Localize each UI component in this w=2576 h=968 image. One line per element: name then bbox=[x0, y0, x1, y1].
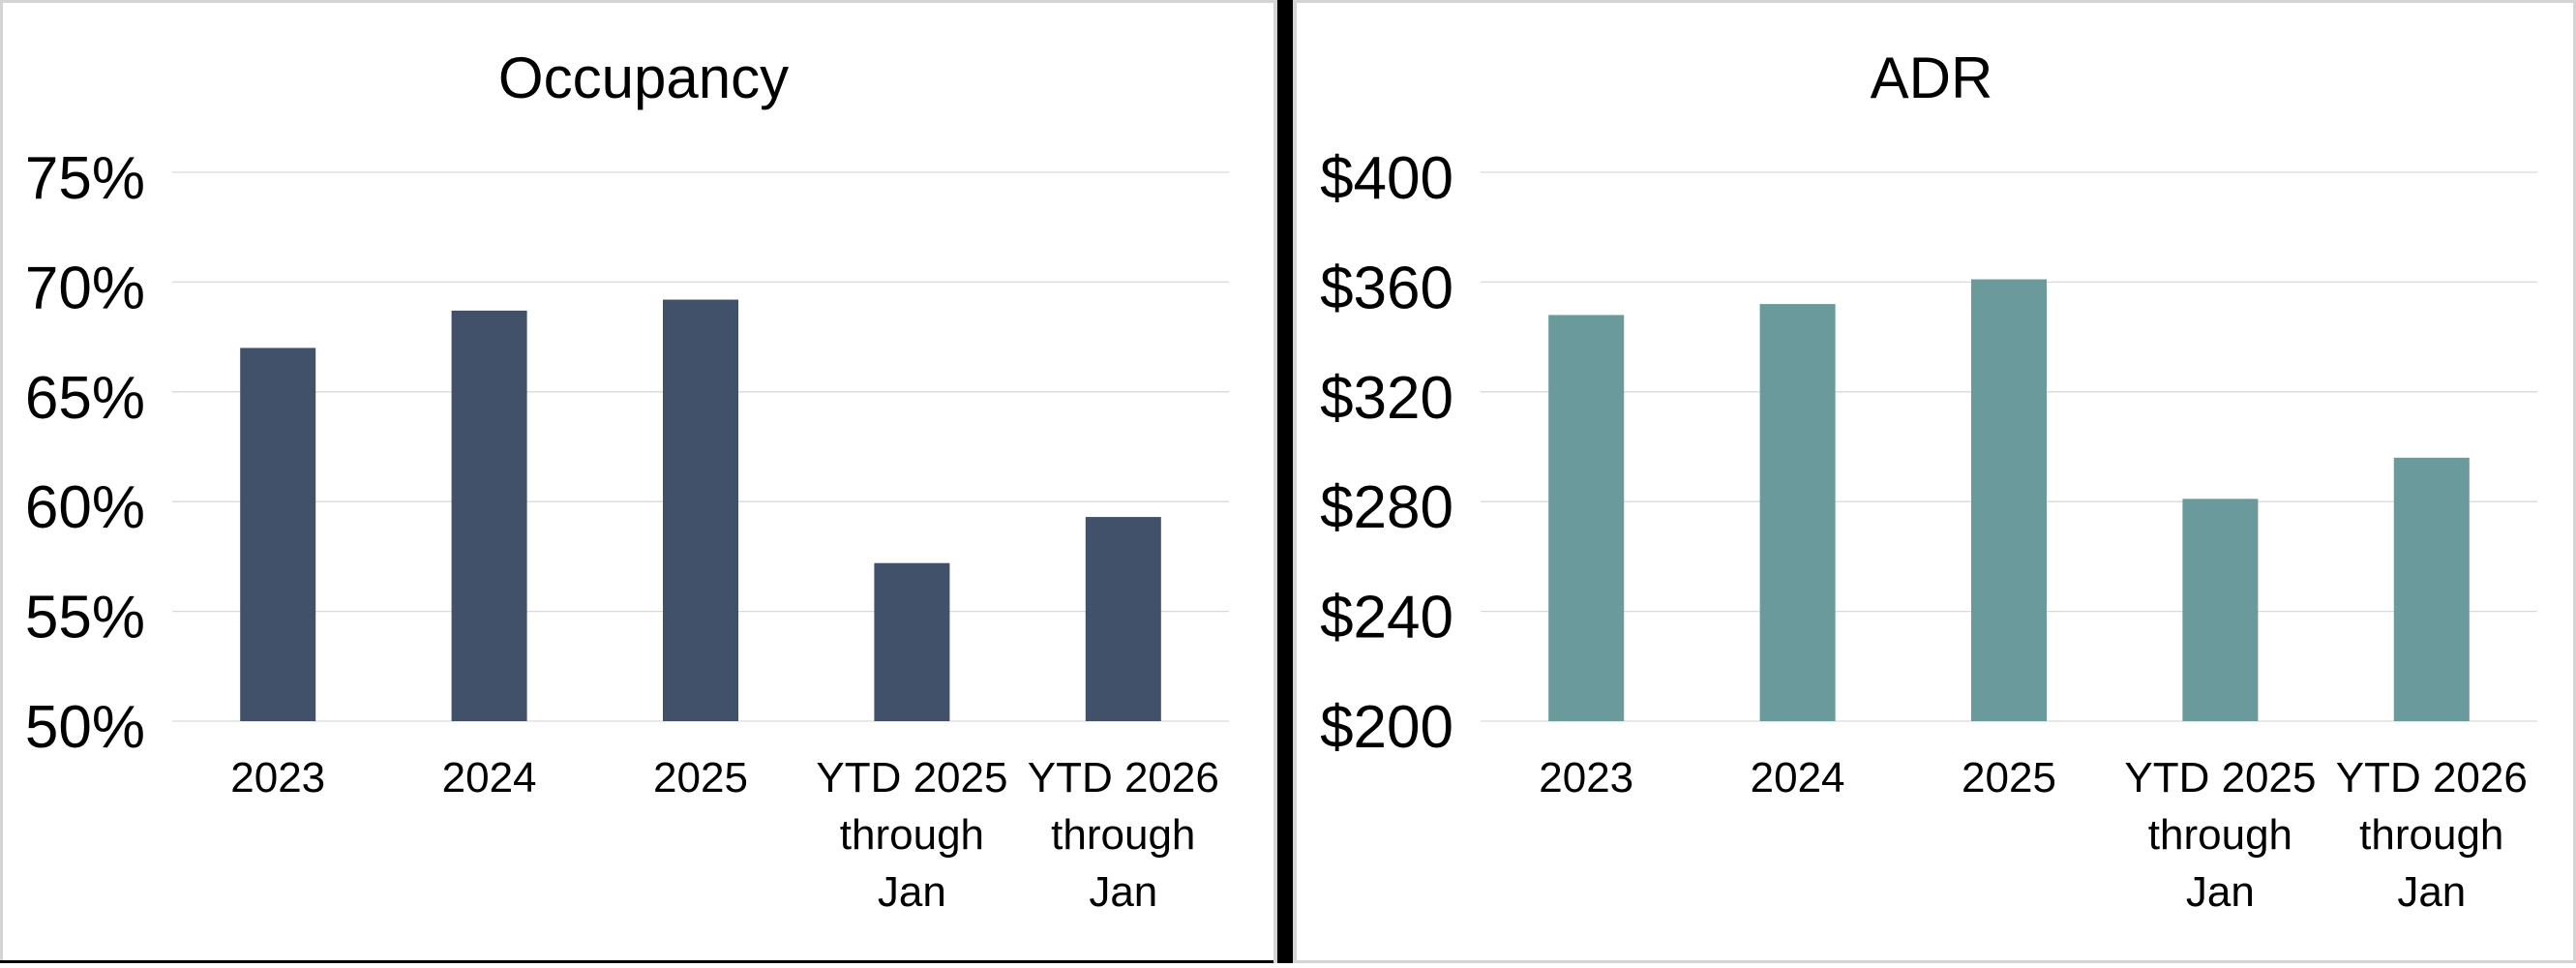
svg-text:2024: 2024 bbox=[1751, 754, 1845, 802]
svg-text:2023: 2023 bbox=[230, 754, 325, 802]
svg-text:2025: 2025 bbox=[1962, 754, 2056, 802]
svg-text:YTD 2025: YTD 2025 bbox=[2124, 754, 2316, 802]
svg-text:through: through bbox=[2148, 811, 2292, 859]
svg-text:through: through bbox=[840, 811, 984, 859]
svg-text:$400: $400 bbox=[1320, 145, 1453, 212]
svg-text:60%: 60% bbox=[25, 474, 145, 541]
svg-text:$240: $240 bbox=[1320, 585, 1453, 651]
svg-text:2025: 2025 bbox=[653, 754, 748, 802]
svg-text:$200: $200 bbox=[1320, 694, 1453, 761]
svg-text:65%: 65% bbox=[25, 365, 145, 432]
svg-text:50%: 50% bbox=[25, 694, 145, 761]
svg-text:ADR: ADR bbox=[1871, 45, 1993, 110]
svg-text:YTD 2025: YTD 2025 bbox=[816, 754, 1007, 802]
svg-text:2023: 2023 bbox=[1539, 754, 1633, 802]
svg-text:$320: $320 bbox=[1320, 365, 1453, 432]
svg-text:70%: 70% bbox=[25, 255, 145, 321]
svg-text:Jan: Jan bbox=[878, 868, 946, 916]
svg-text:through: through bbox=[2359, 811, 2503, 859]
svg-text:through: through bbox=[1051, 811, 1195, 859]
svg-text:55%: 55% bbox=[25, 585, 145, 651]
svg-text:Jan: Jan bbox=[1089, 868, 1157, 916]
svg-text:$280: $280 bbox=[1320, 474, 1453, 541]
svg-text:Jan: Jan bbox=[2397, 868, 2466, 916]
svg-text:Occupancy: Occupancy bbox=[498, 45, 789, 110]
svg-text:2024: 2024 bbox=[442, 754, 537, 802]
svg-text:75%: 75% bbox=[25, 145, 145, 212]
svg-text:Jan: Jan bbox=[2186, 868, 2255, 916]
svg-text:YTD 2026: YTD 2026 bbox=[1028, 754, 1219, 802]
svg-text:YTD 2026: YTD 2026 bbox=[2336, 754, 2528, 802]
svg-text:$360: $360 bbox=[1320, 255, 1453, 321]
